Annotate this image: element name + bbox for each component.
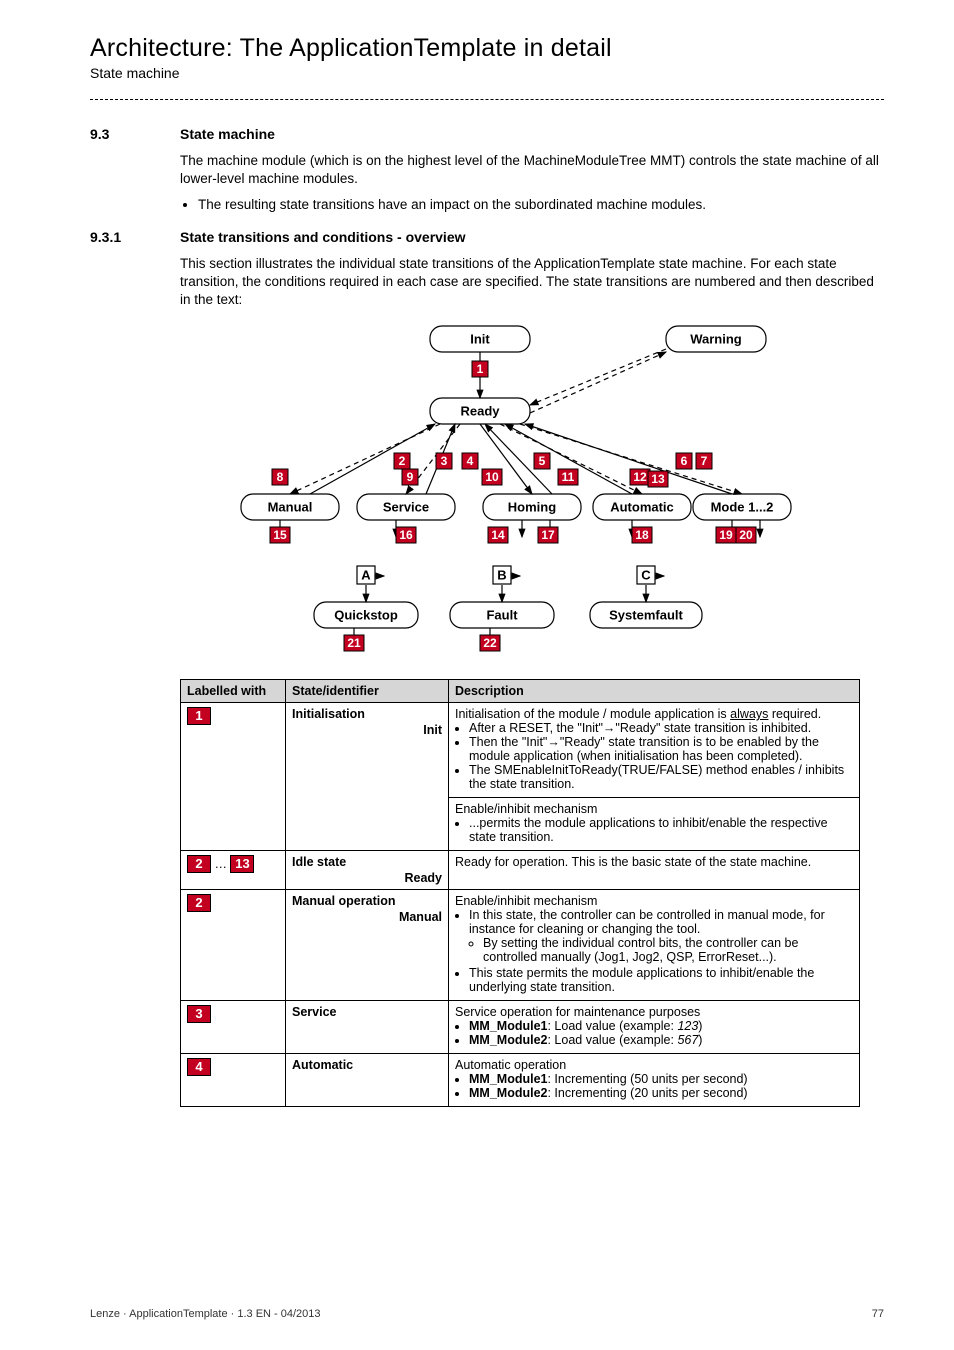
table-desc-cell: Service operation for maintenance purpos…: [449, 1001, 860, 1054]
section-9-3-1-heading: 9.3.1 State transitions and conditions -…: [90, 229, 884, 245]
svg-text:Service: Service: [383, 500, 429, 515]
svg-text:8: 8: [277, 470, 284, 484]
chapter-title: Architecture: The ApplicationTemplate in…: [90, 34, 884, 63]
svg-text:Automatic: Automatic: [610, 500, 674, 515]
svg-text:19: 19: [719, 528, 733, 542]
svg-text:Quickstop: Quickstop: [334, 608, 398, 623]
svg-text:14: 14: [491, 528, 505, 542]
th-state: State/identifier: [286, 680, 449, 703]
table-state-cell: Service: [286, 1001, 449, 1054]
table-desc-cell: Automatic operationMM_Module1: Increment…: [449, 1054, 860, 1107]
footer-page-number: 77: [872, 1308, 884, 1320]
section-number: 9.3: [90, 126, 180, 142]
table-desc-cell: Enable/inhibit mechanism...permits the m…: [449, 798, 860, 851]
svg-text:Homing: Homing: [508, 500, 556, 515]
table-label-cell: 1: [181, 703, 286, 851]
svg-text:Fault: Fault: [486, 608, 518, 623]
section-9-3-para: The machine module (which is on the high…: [180, 152, 884, 188]
th-desc: Description: [449, 680, 860, 703]
svg-text:Manual: Manual: [268, 500, 313, 515]
svg-text:A: A: [361, 568, 371, 583]
section-9-3-heading: 9.3 State machine: [90, 126, 884, 142]
table-state-cell: Idle stateReady: [286, 851, 449, 890]
footer-left: Lenze · ApplicationTemplate · 1.3 EN - 0…: [90, 1308, 321, 1320]
section-9-3-bullet: The resulting state transitions have an …: [198, 196, 884, 214]
table-desc-cell: Initialisation of the module / module ap…: [449, 703, 860, 798]
table-label-cell: 3: [181, 1001, 286, 1054]
svg-text:Ready: Ready: [460, 404, 500, 419]
table-label-cell: 4: [181, 1054, 286, 1107]
svg-text:2: 2: [399, 454, 406, 468]
svg-text:18: 18: [635, 528, 649, 542]
svg-text:Systemfault: Systemfault: [609, 608, 683, 623]
table-label-cell: 2 … 13: [181, 851, 286, 890]
svg-text:17: 17: [541, 528, 555, 542]
svg-text:21: 21: [347, 636, 361, 650]
svg-text:22: 22: [483, 636, 497, 650]
svg-text:C: C: [641, 568, 651, 583]
table-desc-cell: Ready for operation. This is the basic s…: [449, 851, 860, 890]
table-state-cell: Manual operationManual: [286, 890, 449, 1001]
svg-text:13: 13: [651, 472, 665, 486]
svg-text:11: 11: [562, 470, 575, 484]
svg-text:Init: Init: [470, 332, 490, 347]
svg-text:15: 15: [273, 528, 287, 542]
svg-text:Warning: Warning: [690, 332, 742, 347]
table-state-cell: Automatic: [286, 1054, 449, 1107]
th-label: Labelled with: [181, 680, 286, 703]
svg-text:7: 7: [701, 454, 708, 468]
svg-text:B: B: [497, 568, 506, 583]
svg-text:1: 1: [477, 362, 484, 376]
svg-text:9: 9: [407, 470, 414, 484]
section-9-3-1-para: This section illustrates the individual …: [180, 255, 884, 310]
table-desc-cell: Enable/inhibit mechanismIn this state, t…: [449, 890, 860, 1001]
separator: [90, 99, 884, 100]
chapter-subtitle: State machine: [90, 65, 884, 81]
state-table: Labelled with State/identifier Descripti…: [180, 679, 860, 1107]
svg-text:4: 4: [467, 454, 474, 468]
section-title: State transitions and conditions - overv…: [180, 229, 466, 245]
state-diagram: Init Warning Ready Manual Service Homing Autom…: [180, 317, 884, 665]
svg-text:10: 10: [485, 470, 499, 484]
svg-text:20: 20: [739, 528, 753, 542]
svg-text:3: 3: [441, 454, 448, 468]
svg-text:16: 16: [399, 528, 413, 542]
page-footer: Lenze · ApplicationTemplate · 1.3 EN - 0…: [90, 1308, 884, 1320]
svg-text:12: 12: [633, 470, 647, 484]
section-number: 9.3.1: [90, 229, 180, 245]
svg-text:Mode 1...2: Mode 1...2: [711, 500, 774, 515]
section-title: State machine: [180, 126, 275, 142]
table-state-cell: InitialisationInit: [286, 703, 449, 851]
svg-text:5: 5: [539, 454, 546, 468]
table-label-cell: 2: [181, 890, 286, 1001]
svg-text:6: 6: [681, 454, 688, 468]
